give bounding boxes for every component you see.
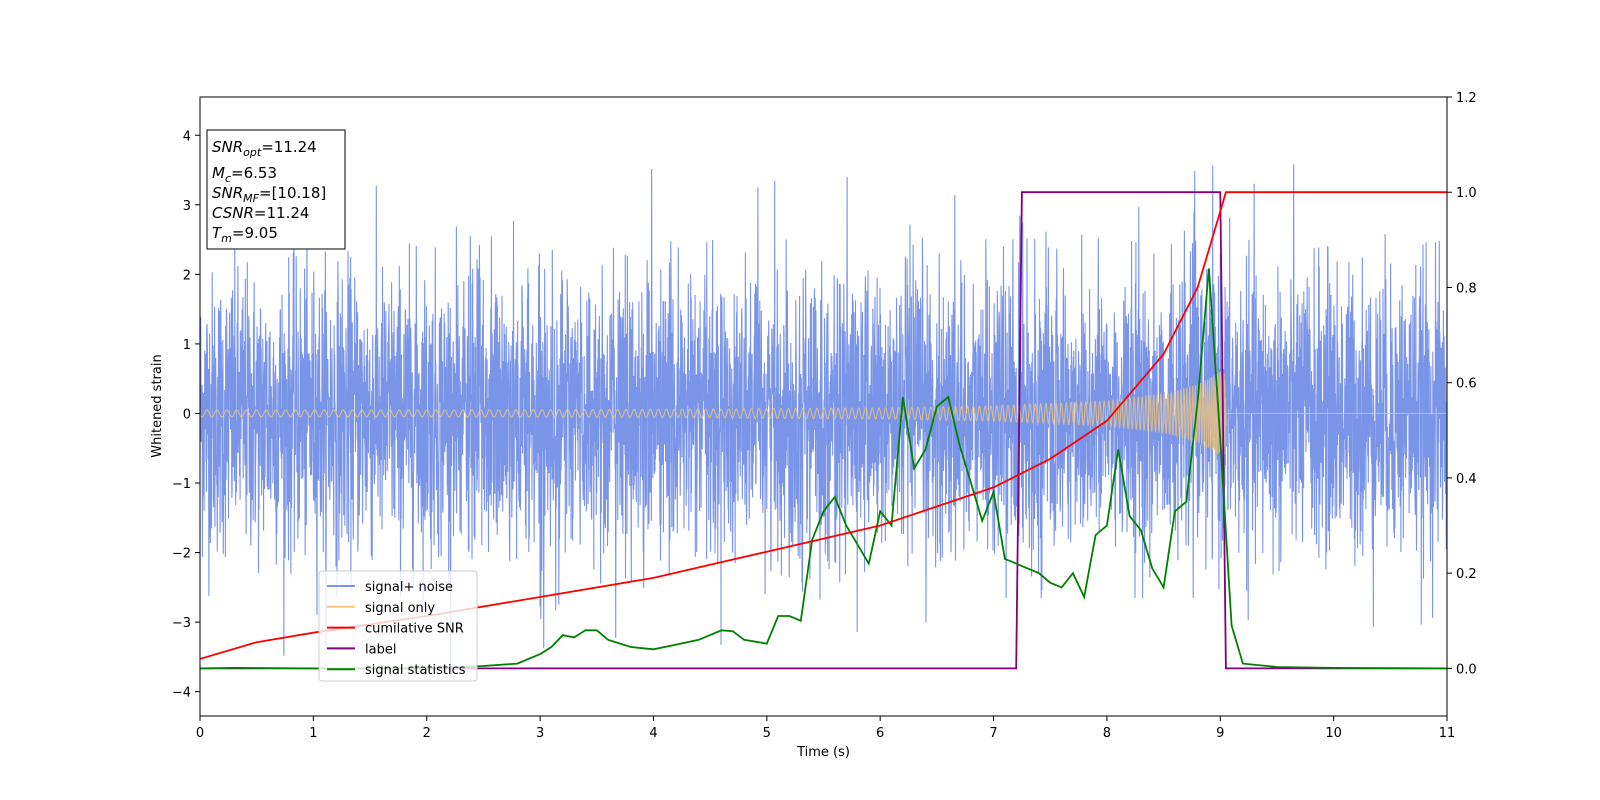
stats-line: SNRopt=11.24 [212,138,317,159]
signal-noise-series [200,164,1447,677]
x-tick-label: 1 [309,726,317,741]
y-tick-label: −3 [172,616,191,631]
plot-frame [199,96,1448,717]
stats-value: =9.05 [232,224,278,242]
x-tick-label: 5 [763,726,771,741]
y2-tick-label: 0.6 [1456,377,1477,392]
stats-value: =11.24 [261,138,317,156]
y2-tick-label: 0.8 [1456,281,1477,296]
x-axis-ticks: 0 1 2 3 4 5 6 7 8 9 10 11 [196,716,1455,741]
stats-symbol: SNR [212,184,243,202]
signal-only-series [200,371,1447,455]
y-tick-label: 0 [183,407,191,422]
y2-tick-label: 1.0 [1456,186,1477,201]
y-tick-label: 4 [183,129,191,144]
legend-frame [318,570,478,682]
stats-box: SNRopt=11.24Mc=6.53SNRMF=[10.18]CSNR=11.… [206,129,346,250]
y-tick-label: 1 [183,338,191,353]
x-tick-label: 2 [423,726,431,741]
x-axis-label: Time (s) [796,745,850,760]
legend: signal+ noise signal only cumilative SNR la… [318,570,478,682]
stats-value: =[10.18] [259,184,326,202]
stats-line: CSNR=11.24 [212,204,309,222]
signal-statistics-line [200,268,1447,670]
legend-label: label [365,642,396,657]
stats-value: =6.53 [231,164,277,182]
y-tick-label: 2 [183,268,191,283]
x-tick-label: 8 [1103,726,1111,741]
y2-tick-label: 0.0 [1456,662,1477,677]
legend-label: signal+ noise [365,580,453,595]
x-tick-label: 10 [1325,726,1342,741]
y-tick-label: −4 [172,686,191,701]
y2-tick-label: 1.2 [1456,91,1477,106]
x-tick-label: 0 [196,726,204,741]
y-tick-label: 3 [183,199,191,214]
x-tick-label: 11 [1439,726,1456,741]
y2-tick-label: 0.4 [1456,472,1477,487]
stats-value: =11.24 [254,204,310,222]
stats-symbol: CSNR [212,204,254,222]
stats-line: Mc=6.53 [212,164,277,185]
stats-symbol: T [212,224,223,242]
x-tick-label: 3 [536,726,544,741]
x-tick-label: 6 [876,726,884,741]
legend-label: signal only [365,601,435,616]
x-tick-label: 9 [1216,726,1224,741]
y2-axis-ticks: 0.0 0.2 0.4 0.6 0.8 1.0 1.2 [1447,91,1477,677]
label-line [200,191,1447,670]
stats-line: Tm=9.05 [212,224,278,245]
y2-tick-label: 0.2 [1456,567,1477,582]
stats-box-frame [206,129,346,250]
x-tick-label: 7 [989,726,997,741]
x-tick-label: 4 [649,726,657,741]
y-tick-label: −2 [172,547,191,562]
y-axis-ticks: −4 −3 −2 −1 0 1 2 3 4 [172,129,200,701]
y-axis-label: Whitened strain [150,354,165,457]
stats-subscript: c [225,172,231,185]
signal-noise-line [200,164,1447,677]
stats-subscript: opt [243,146,262,159]
y-tick-label: −1 [172,477,191,492]
legend-label: signal statistics [365,663,466,678]
stats-symbol: SNR [212,138,243,156]
signal-only-line [200,371,1447,455]
stats-subscript: m [221,232,232,245]
legend-label: cumilative SNR [365,622,464,637]
stats-symbol: M [212,164,225,182]
stats-subscript: MF [243,192,259,205]
stats-line: SNRMF=[10.18] [212,184,326,205]
